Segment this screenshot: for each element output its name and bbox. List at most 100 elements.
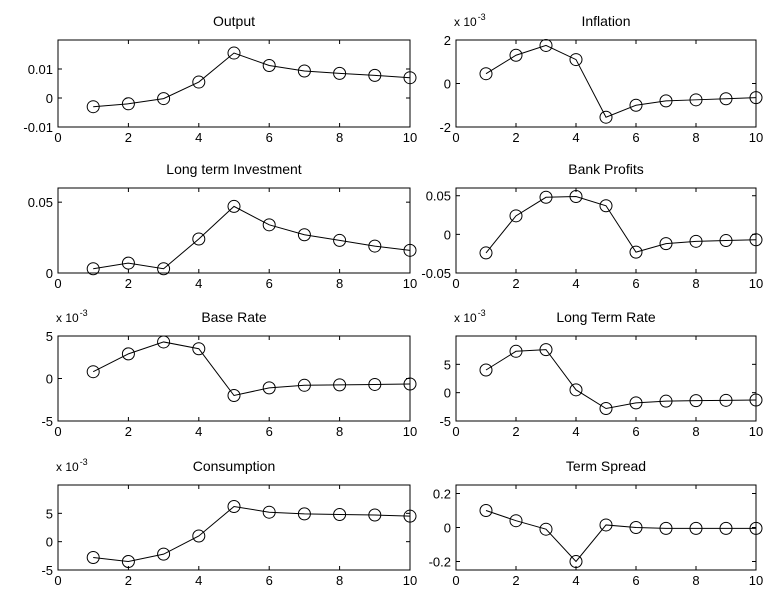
chart-3-point-4 [569,190,583,203]
chart-7-xtick-label: 0 [452,573,459,588]
chart-4-ytick-label: 0 [46,372,53,387]
chart-2-point-10 [403,243,417,257]
chart-0-ytick-label: -0.01 [23,120,53,135]
chart-4-point-7 [297,378,311,392]
chart-3-point-7 [659,237,673,251]
chart-1-point-5 [599,110,613,124]
chart-2-point-2 [121,256,135,270]
chart-4-xtick-label: 2 [125,424,132,439]
chart-6-point-4 [192,529,206,543]
chart-2-axes-box [57,187,411,274]
chart-0-ytick-label: 0 [46,91,53,106]
chart-1-xtick-label: 0 [452,130,459,145]
chart-6-xtick-label: 4 [195,573,202,588]
chart-7-xtick-label: 6 [632,573,639,588]
chart-4-point-8 [333,378,347,392]
chart-5-xtick-label: 2 [512,424,519,439]
chart-7-point-6 [629,521,643,534]
chart-2-ytick-label: 0.05 [28,195,53,210]
chart-5-point-7 [659,394,673,408]
chart-5-point-1 [479,363,493,377]
chart-2-xtick-label: 2 [125,276,132,291]
chart-1-xtick-label: 8 [692,130,699,145]
chart-6-point-1 [86,551,100,565]
chart-3-point-5 [599,199,613,213]
chart-7-ytick-label: 0 [444,521,451,536]
chart-4-xtick-label: 6 [266,424,273,439]
chart-1-ytick-label: 0 [444,77,451,92]
chart-7-ytick-label: 0.2 [433,487,451,502]
chart-7-xtick-label: 10 [749,573,763,588]
chart-5-point-10 [749,393,763,407]
chart-2-point-9 [368,239,382,253]
chart-4-point-5 [227,389,241,402]
chart-6-xtick-label: 2 [125,573,132,588]
chart-1-ytick-label: 2 [444,33,451,48]
chart-4-axes-box [57,335,411,422]
chart-6-point-6 [262,505,276,519]
chart-0-point-7 [297,64,311,78]
chart-3-point-10 [749,233,763,247]
chart-1-point-9 [719,92,733,106]
chart-0-point-2 [121,97,135,111]
chart-2-xtick-label: 0 [54,276,61,291]
chart-6-xtick-label: 8 [336,573,343,588]
chart-5-xtick-label: 8 [692,424,699,439]
chart-5-ytick-label: -5 [439,414,451,429]
chart-2-point-1 [86,262,100,276]
chart-7-point-5 [599,518,613,532]
chart-5-point-4 [569,383,583,397]
chart-2-xtick-label: 10 [403,276,417,291]
chart-0-xtick-label: 6 [266,130,273,145]
chart-2-point-4 [192,232,206,246]
chart-4-series-line [92,341,411,397]
chart-0-xtick-label: 0 [54,130,61,145]
chart-7-title: Term Spread [566,458,646,474]
chart-6-point-7 [297,507,311,521]
chart-6-xtick-label: 6 [266,573,273,588]
chart-1-multiplier-exponent: -3 [478,12,486,22]
chart-4-point-4 [192,342,206,356]
chart-7-xtick-label: 2 [512,573,519,588]
chart-0-xtick-label: 4 [195,130,202,145]
chart-2-series-line [93,205,411,270]
chart-7-xtick-label: 4 [572,573,579,588]
chart-3-series-line [485,195,757,254]
chart-5-ytick-label: 0 [444,386,451,401]
chart-4-ytick-label: -5 [41,414,53,429]
chart-1-point-1 [479,67,493,81]
chart-4-multiplier-exponent: -3 [80,308,88,318]
chart-1-point-3 [539,38,553,52]
chart-0-xtick-label: 10 [403,130,417,145]
chart-6-title: Consumption [193,458,276,474]
chart-3-point-1 [479,246,493,260]
chart-6-ytick-label: 0 [46,535,53,550]
chart-0-point-1 [86,100,100,114]
chart-3-xtick-label: 8 [692,276,699,291]
chart-4-xtick-label: 0 [54,424,61,439]
chart-1-axes-box [455,39,757,128]
chart-2-xtick-label: 6 [266,276,273,291]
chart-1-point-4 [569,53,583,67]
chart-3-xtick-label: 0 [452,276,459,291]
chart-5-multiplier: x 10-3 [454,308,486,325]
chart-6-multiplier-exponent: -3 [80,457,88,467]
chart-7-point-4 [569,555,583,568]
chart-4-xtick-label: 8 [336,424,343,439]
chart-1-title: Inflation [581,13,630,29]
chart-0-point-9 [368,68,382,82]
chart-7-point-9 [719,521,733,535]
chart-2-point-8 [333,233,347,247]
chart-5-xtick-label: 6 [632,424,639,439]
chart-5-ytick-label: 5 [444,357,451,372]
chart-0-xtick-label: 8 [336,130,343,145]
chart-6-ytick-label: -5 [41,563,53,578]
chart-2-point-5 [227,199,241,213]
chart-3-point-2 [509,209,523,223]
chart-0-ytick-label: 0.01 [28,62,53,77]
